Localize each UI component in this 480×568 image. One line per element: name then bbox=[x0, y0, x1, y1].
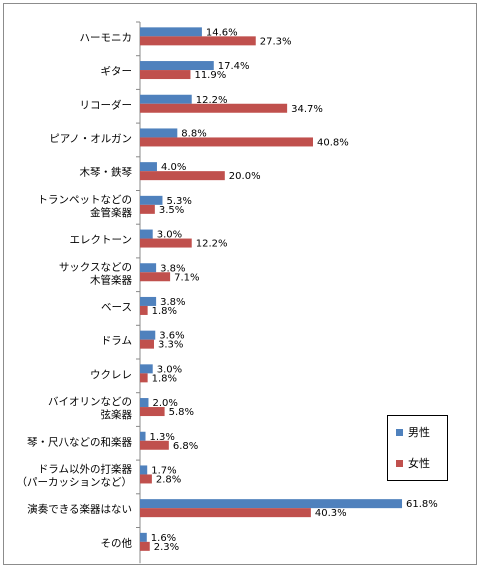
category-label: ギター bbox=[101, 66, 133, 78]
bar-male bbox=[140, 162, 157, 172]
data-label-male: 61.8% bbox=[406, 499, 438, 510]
data-label-female: 5.8% bbox=[169, 407, 194, 418]
category-label: ドラム bbox=[101, 335, 132, 347]
bar-male bbox=[140, 61, 214, 71]
category-label: サックスなどの bbox=[59, 261, 132, 273]
category-label: リコーダー bbox=[80, 98, 133, 111]
bar-male bbox=[140, 128, 178, 138]
bar-female bbox=[140, 508, 311, 518]
bar-male bbox=[140, 330, 156, 340]
bar-male bbox=[140, 94, 192, 104]
category-label: （パーカッションなど） bbox=[17, 476, 133, 488]
bar-female bbox=[140, 36, 256, 46]
data-label-male: 1.3% bbox=[150, 432, 175, 443]
data-label-male: 3.0% bbox=[157, 364, 182, 375]
category-label: バイオリンなどの bbox=[48, 396, 132, 408]
category-label: 弦楽器 bbox=[101, 408, 133, 421]
bar-female bbox=[140, 440, 169, 450]
data-label-male: 2.0% bbox=[152, 398, 177, 409]
bar-female bbox=[140, 541, 150, 551]
bar-female bbox=[140, 204, 155, 214]
data-label-male: 17.4% bbox=[218, 61, 250, 72]
bar-male bbox=[140, 431, 146, 441]
bar-male bbox=[140, 532, 147, 542]
legend-swatch-male bbox=[396, 428, 403, 436]
category-label: 木琴・鉄琴 bbox=[80, 166, 133, 179]
bar-male bbox=[140, 364, 153, 374]
data-label-female: 27.3% bbox=[260, 36, 292, 47]
category-label: その他 bbox=[101, 536, 133, 549]
data-label-male: 8.8% bbox=[181, 128, 206, 139]
data-label-female: 7.1% bbox=[174, 272, 199, 283]
category-label: 木管楽器 bbox=[90, 273, 132, 286]
data-label-male: 12.2% bbox=[196, 95, 228, 106]
legend-swatch-female bbox=[396, 459, 403, 467]
bar-female bbox=[140, 103, 288, 113]
legend-label-male: 男性 bbox=[408, 426, 430, 439]
bar-female bbox=[140, 407, 165, 417]
data-label-female: 1.8% bbox=[152, 306, 177, 317]
category-label: ウクレレ bbox=[90, 369, 132, 381]
legend-item-female: 女性 bbox=[396, 456, 430, 470]
bar-female bbox=[140, 474, 152, 484]
bar-female bbox=[140, 70, 191, 80]
data-label-male: 3.8% bbox=[160, 297, 185, 308]
category-label: ベース bbox=[101, 301, 132, 313]
category-label: ハーモニカ bbox=[80, 32, 133, 44]
category-label: ドラム以外の打楽器 bbox=[38, 462, 133, 475]
data-label-male: 3.8% bbox=[160, 263, 185, 274]
category-label: エレクトーン bbox=[70, 234, 132, 246]
bar-female bbox=[140, 171, 225, 181]
bar-female bbox=[140, 272, 171, 282]
category-label: トランペットなどの bbox=[38, 194, 133, 206]
data-label-female: 11.9% bbox=[194, 70, 226, 81]
data-label-female: 3.5% bbox=[159, 205, 184, 216]
bar-male bbox=[140, 229, 153, 239]
category-label: ピアノ・オルガン bbox=[49, 133, 132, 145]
category-label: 演奏できる楽器はない bbox=[27, 503, 132, 516]
data-label-female: 40.8% bbox=[317, 137, 349, 148]
bar-male bbox=[140, 465, 148, 475]
bar-male bbox=[140, 499, 403, 509]
category-label: 金管楽器 bbox=[90, 206, 132, 219]
bar-male bbox=[140, 195, 163, 205]
data-label-female: 40.3% bbox=[315, 508, 347, 519]
legend: 男性 女性 bbox=[387, 415, 448, 481]
data-label-male: 3.0% bbox=[157, 230, 182, 241]
legend-label-female: 女性 bbox=[408, 457, 430, 470]
data-label-male: 1.6% bbox=[151, 533, 176, 544]
data-label-female: 1.8% bbox=[152, 373, 177, 384]
data-label-female: 34.7% bbox=[291, 104, 323, 115]
bar-female bbox=[140, 305, 148, 315]
bar-male bbox=[140, 398, 149, 408]
bar-female bbox=[140, 238, 192, 248]
data-label-female: 2.3% bbox=[154, 542, 179, 553]
data-label-female: 12.2% bbox=[196, 239, 228, 250]
bar-female bbox=[140, 339, 154, 349]
bar-male bbox=[140, 263, 157, 273]
data-label-female: 3.3% bbox=[158, 340, 183, 351]
bar-male bbox=[140, 296, 157, 306]
data-label-male: 4.0% bbox=[161, 162, 186, 173]
data-label-male: 14.6% bbox=[206, 27, 238, 38]
category-label: 琴・尺八などの和楽器 bbox=[27, 435, 132, 448]
bar-male bbox=[140, 27, 202, 37]
bar-female bbox=[140, 373, 148, 383]
bar-female bbox=[140, 137, 313, 147]
legend-item-male: 男性 bbox=[396, 425, 430, 439]
data-label-male: 3.6% bbox=[159, 331, 184, 342]
data-label-male: 1.7% bbox=[151, 465, 176, 476]
data-label-female: 20.0% bbox=[229, 171, 261, 182]
data-label-male: 5.3% bbox=[166, 196, 191, 207]
data-label-female: 2.8% bbox=[156, 474, 181, 485]
data-label-female: 6.8% bbox=[173, 441, 198, 452]
